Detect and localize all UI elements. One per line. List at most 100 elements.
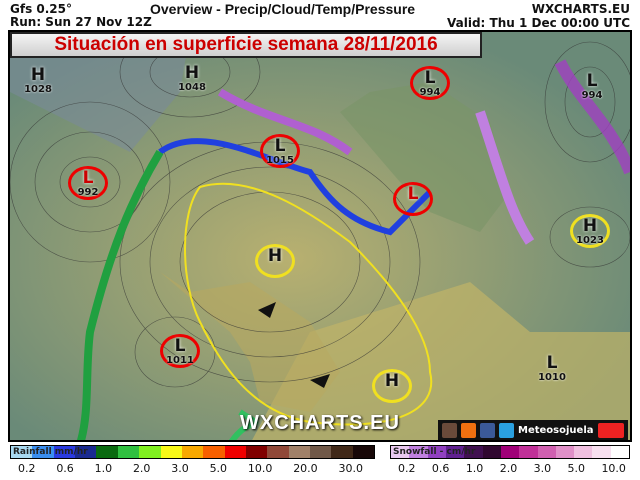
snowfall-tick: 3.0 — [533, 462, 552, 475]
snowfall-tick: 1.0 — [465, 462, 484, 475]
rainfall-swatch — [181, 446, 204, 458]
high-pressure-center: H 1023 — [570, 214, 610, 248]
rainfall-swatch — [75, 446, 97, 458]
wind-arrows — [258, 302, 330, 388]
pressure-letter: L — [424, 68, 436, 88]
run-label: Run: Sun 27 Nov 12Z — [10, 15, 152, 29]
rainfall-tick: 0.2 — [18, 462, 36, 475]
pressure-value: 992 — [77, 187, 99, 198]
snowfall-swatch — [427, 446, 446, 458]
snowfall-swatch — [500, 446, 520, 458]
site-label: WXCHARTS.EU — [531, 2, 630, 16]
high-pressure-center: H — [255, 244, 295, 278]
pressure-value: 994 — [581, 90, 603, 101]
pressure-letter: L — [274, 136, 286, 156]
pressure-value: 1023 — [576, 235, 604, 246]
snowfall-swatch — [409, 446, 428, 458]
high-pressure-center: H 1028 — [18, 66, 58, 95]
snowfall-legend: Snowfall - cm/hr — [390, 445, 630, 459]
weather-map — [8, 30, 632, 442]
snowfall-swatch — [445, 446, 465, 458]
rainfall-tick: 1.0 — [94, 462, 113, 475]
high-pressure-center: H — [372, 369, 412, 403]
rainfall-swatch — [96, 446, 118, 458]
rainfall-tick: 10.0 — [247, 462, 273, 475]
title-banner: Situación en superficie semana 28/11/201… — [10, 32, 482, 58]
rainfall-swatch — [139, 446, 161, 458]
snowfall-tick: 0.2 — [398, 462, 416, 475]
snowfall-swatch — [391, 446, 410, 458]
rainfall-swatch — [53, 446, 76, 458]
snowfall-tick: 10.0 — [601, 462, 626, 475]
blogger-icon[interactable] — [461, 422, 476, 438]
pressure-letter: L — [546, 353, 558, 373]
pressure-letter: L — [586, 71, 598, 91]
rainfall-tick: 5.0 — [209, 462, 228, 475]
twitter-icon[interactable] — [499, 422, 514, 438]
snow-band — [217, 88, 353, 156]
snowfall-swatch — [555, 446, 575, 458]
rainfall-swatch — [245, 446, 268, 458]
low-pressure-center: L 1015 — [260, 134, 300, 168]
rainfall-swatch — [203, 446, 225, 458]
social-bar: Meteosojuela — [438, 420, 628, 440]
facebook-icon[interactable] — [480, 422, 495, 438]
rainfall-swatch — [352, 446, 375, 458]
snowfall-swatch — [610, 446, 630, 458]
rainfall-swatch — [310, 446, 332, 458]
rain-band-atlantic — [76, 149, 164, 440]
rainfall-tick: 30.0 — [338, 462, 364, 475]
snowfall-swatch — [482, 446, 501, 458]
snowfall-tick: 5.0 — [567, 462, 586, 475]
instagram-icon[interactable] — [442, 422, 457, 438]
pressure-value: 1015 — [266, 155, 294, 166]
pressure-letter: L — [82, 168, 94, 188]
rainfall-swatch — [288, 446, 311, 458]
snowfall-tick: 2.0 — [499, 462, 518, 475]
rainfall-tick: 0.6 — [56, 462, 74, 475]
pressure-letter: L — [174, 336, 186, 356]
pressure-letter: H — [582, 216, 598, 236]
high-pressure-outline — [184, 182, 433, 426]
low-pressure-center: L 1011 — [160, 334, 200, 368]
snowfall-swatch — [519, 446, 538, 458]
pressure-letter: L — [407, 184, 419, 204]
pressure-value: 1011 — [166, 355, 194, 366]
rainfall-swatch — [267, 446, 289, 458]
snowfall-tick: 0.6 — [431, 462, 450, 475]
low-pressure-center: L 992 — [68, 166, 108, 200]
pressure-value: 1010 — [538, 372, 566, 383]
watermark: WXCHARTS.EU — [240, 412, 400, 434]
rainfall-swatch — [117, 446, 140, 458]
snowfall-swatch — [537, 446, 556, 458]
rainfall-swatch — [331, 446, 353, 458]
valid-label: Valid: Thu 1 Dec 00:00 UTC — [447, 16, 630, 30]
rainfall-label: Rainfall mm/hr — [13, 447, 88, 457]
snowfall-ticks: 0.2 0.6 1.0 2.0 3.0 5.0 10.0 — [398, 462, 626, 475]
rainfall-ticks: 0.2 0.6 1.0 2.0 3.0 5.0 10.0 20.0 30.0 — [18, 462, 363, 475]
map-background — [10, 32, 630, 440]
social-name[interactable]: Meteosojuela — [518, 424, 594, 436]
snowfall-label: Snowfall - cm/hr — [393, 447, 476, 457]
iberia-land — [160, 272, 340, 412]
rainfall-swatch — [11, 446, 33, 458]
scandinavia-land — [340, 82, 510, 232]
pressure-value: 994 — [419, 87, 441, 98]
low-pressure-center: L 994 — [410, 66, 450, 100]
model-label: Gfs 0.25° — [10, 2, 72, 16]
pressure-value: 1048 — [178, 82, 206, 93]
low-pressure-center: L 1010 — [532, 354, 572, 383]
pressure-letter: H — [267, 246, 283, 266]
rainfall-swatch — [224, 446, 246, 458]
low-pressure-center: L — [393, 182, 433, 216]
rain-band — [158, 138, 433, 236]
rainfall-tick: 2.0 — [132, 462, 151, 475]
high-pressure-center: H 1048 — [172, 64, 212, 93]
low-pressure-center: L 994 — [572, 72, 612, 101]
youtube-icon[interactable] — [597, 422, 624, 438]
snowfall-swatch — [592, 446, 611, 458]
chart-title: Overview - Precip/Cloud/Temp/Pressure — [150, 1, 416, 17]
snowfall-swatch — [464, 446, 483, 458]
pressure-letter: H — [30, 65, 46, 85]
rainfall-tick: 3.0 — [171, 462, 189, 475]
